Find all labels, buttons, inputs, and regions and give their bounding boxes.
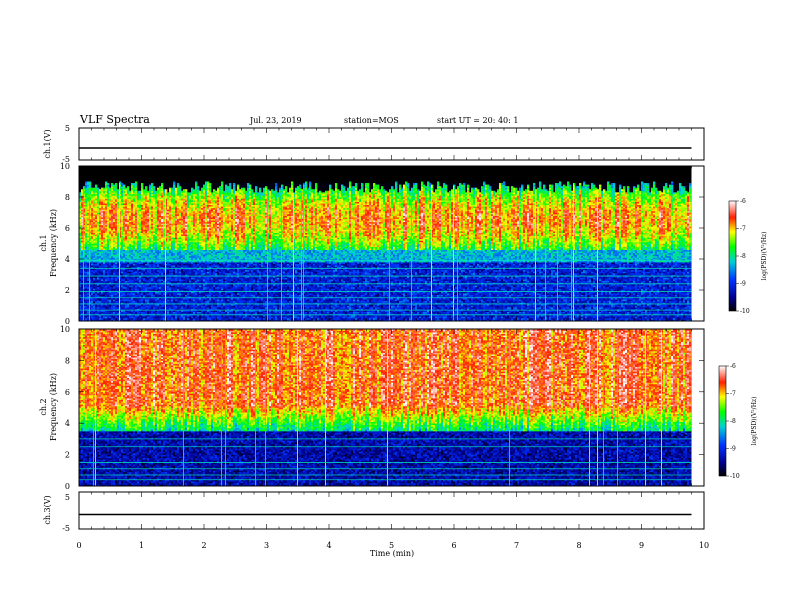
spectrogram-cell	[111, 183, 113, 185]
figure-title: VLF Spectra	[79, 113, 150, 126]
spectrogram-cell	[85, 182, 87, 184]
spectrogram-cell	[123, 185, 125, 187]
spectrogram-cell	[105, 182, 107, 184]
spectrogram-cell	[95, 185, 97, 187]
start-time-label: start UT = 20: 40: 1	[437, 116, 518, 125]
spectrogram-cell	[113, 185, 115, 187]
spectrogram-cutoff-band	[79, 166, 692, 183]
spectrogram-cell	[107, 183, 109, 185]
spectrogram-cell	[127, 186, 129, 188]
spectrogram-cell	[125, 188, 127, 190]
spectrogram-cell	[121, 183, 123, 185]
ch1-voltage-panel: 5 -5 ch.1(V)	[43, 124, 704, 164]
spectrogram-spike	[83, 188, 84, 321]
spectrogram-cell	[93, 188, 95, 190]
spectrogram-spike	[119, 183, 120, 321]
spectrogram-cell	[115, 183, 117, 185]
spectrogram-cell	[101, 188, 103, 190]
spectrogram-cell	[81, 189, 83, 191]
spectrogram-cell	[103, 188, 105, 190]
spectrogram-cell	[131, 183, 133, 185]
spectrogram-cell	[97, 188, 99, 190]
spectrogram-cell	[117, 189, 119, 191]
spectrogram-cell	[109, 188, 111, 190]
ch1-ytick-top: 5	[65, 124, 70, 133]
station-label: station=MOS	[344, 116, 399, 125]
spectrogram-cell	[99, 189, 101, 191]
date-label: Jul. 23, 2019	[249, 116, 302, 125]
spectrogram-cell	[91, 188, 93, 190]
spectrogram-cell	[129, 191, 131, 193]
spectrogram-spike	[89, 183, 90, 321]
ch1-voltage-ylabel: ch.1(V)	[43, 129, 52, 158]
spectrogram-cell	[87, 182, 89, 184]
